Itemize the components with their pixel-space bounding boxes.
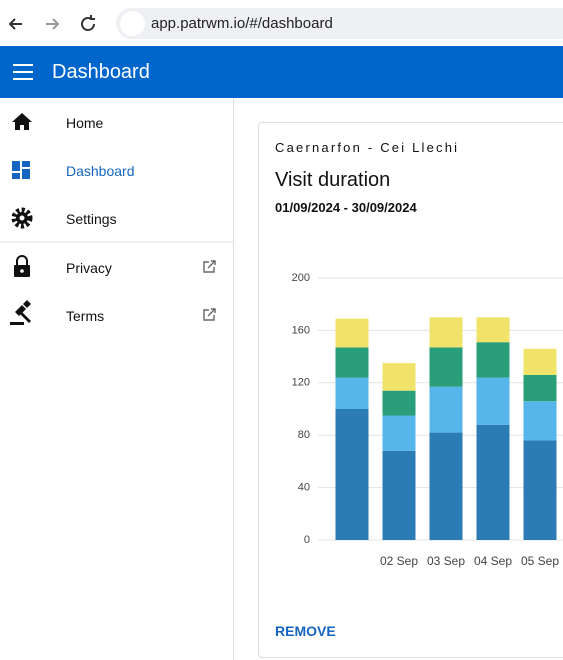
bar-segment	[335, 347, 369, 378]
card-overline: Caernarfon - Cei Llechi	[275, 140, 460, 155]
nav-item[interactable]: Privacy	[66, 260, 112, 276]
nav-icons	[0, 113, 233, 325]
y-tick-label: 120	[292, 377, 310, 389]
x-tick-label: 05 Sep	[521, 554, 559, 568]
bar-segment	[335, 318, 369, 348]
sidebar: Home Dashboard Settings Privacy Terms	[0, 98, 234, 660]
bar-segment	[335, 377, 369, 409]
app-title: Dashboard	[52, 61, 150, 83]
x-tick-label: 03 Sep	[427, 554, 465, 568]
reload-button[interactable]	[81, 15, 95, 31]
bar-segment	[476, 317, 510, 343]
terms-icon	[10, 300, 31, 325]
menu-button[interactable]	[12, 62, 34, 82]
bar-segment	[382, 415, 416, 451]
x-tick-label: 04 Sep	[474, 554, 512, 568]
y-tick-label: 200	[292, 272, 310, 284]
nav-item-active[interactable]: Dashboard	[66, 163, 135, 179]
dashboard-icon	[12, 161, 30, 179]
home-icon	[12, 113, 32, 130]
external-link-icons	[203, 260, 216, 321]
nav-item[interactable]: Settings	[66, 211, 117, 227]
y-tick-label: 80	[298, 429, 310, 441]
url-text[interactable]: app.patrwm.io/#/dashboard	[151, 15, 333, 32]
bar-segment	[523, 348, 557, 375]
nav-item[interactable]: Home	[66, 115, 104, 131]
bar-segment	[382, 450, 416, 540]
bar-segment	[476, 342, 510, 378]
bar-segment	[382, 363, 416, 391]
bar-segment	[523, 374, 557, 402]
nav-item[interactable]: Terms	[66, 308, 105, 324]
y-tick-label: 40	[298, 482, 310, 494]
y-tick-label: 160	[292, 324, 310, 336]
bar-segment	[429, 317, 463, 348]
bar-segment	[476, 377, 510, 425]
forward-button[interactable]	[46, 18, 60, 30]
card-title: Visit duration	[275, 169, 391, 191]
bar-segment	[429, 386, 463, 433]
bar-segment	[429, 432, 463, 540]
privacy-icon	[14, 255, 30, 277]
bar-segment	[523, 440, 557, 540]
app-bar: Dashboard	[0, 46, 563, 98]
url-bar[interactable]: app.patrwm.io/#/dashboard	[116, 8, 563, 39]
settings-icon	[11, 207, 33, 229]
y-tick-label: 0	[304, 534, 310, 546]
remove-button[interactable]: REMOVE	[275, 623, 336, 639]
back-button[interactable]	[8, 18, 22, 30]
browser-controls[interactable]	[0, 0, 110, 46]
card-date-range: 01/09/2024 - 30/09/2024	[275, 200, 417, 215]
bar-segment	[429, 347, 463, 387]
site-info-icon[interactable]	[120, 11, 145, 36]
chart: 0 40 80 120 160 200 02 Sep 03 Sep 04 Sep 05 Sep	[292, 272, 563, 568]
bar-segment	[335, 409, 369, 540]
browser-bar: app.patrwm.io/#/dashboard	[0, 0, 563, 47]
bar-segment	[523, 401, 557, 441]
bar-segment	[382, 390, 416, 416]
card: Caernarfon - Cei Llechi Visit duration 0…	[258, 122, 563, 658]
bar-segment	[476, 424, 510, 540]
x-tick-label: 02 Sep	[380, 554, 418, 568]
